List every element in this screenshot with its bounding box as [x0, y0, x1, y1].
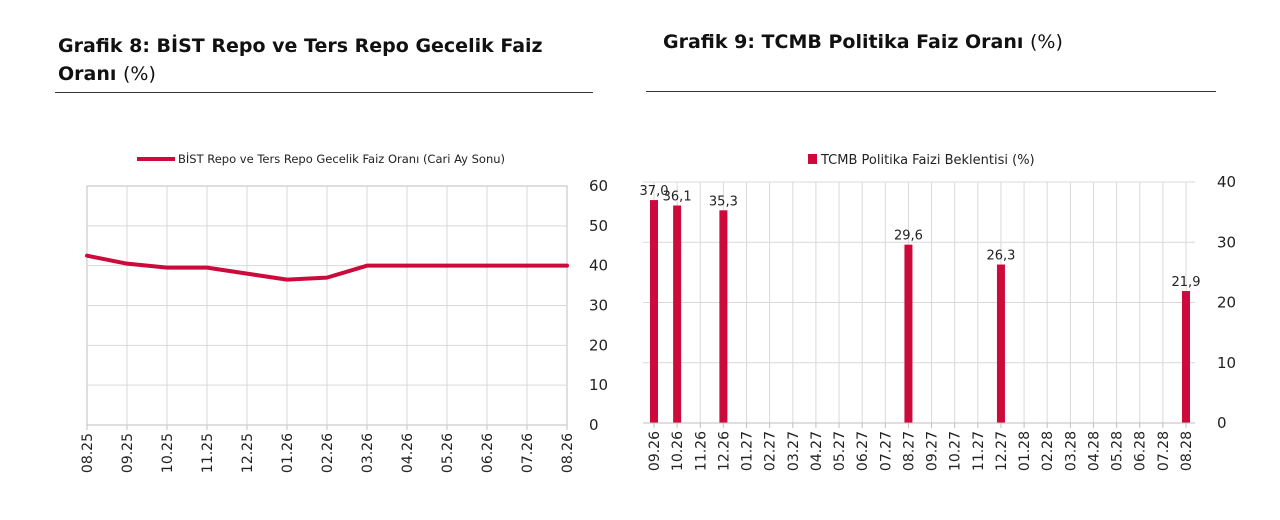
bar: [1182, 291, 1190, 423]
bar: [904, 244, 913, 423]
x-tick-label: 02.27: [763, 431, 779, 471]
x-tick-label: 08.26: [560, 433, 576, 473]
x-tick-label: 04.28: [1086, 431, 1102, 471]
x-tick-label: 10.25: [160, 433, 176, 473]
x-tick-label: 04.26: [400, 433, 416, 473]
y-tick-label: 0: [589, 416, 599, 434]
x-tick-label: 08.27: [901, 431, 917, 471]
bar: [650, 200, 658, 423]
x-tick-label: 06.26: [480, 433, 496, 473]
x-tick-label: 02.28: [1040, 431, 1056, 471]
x-tick-label: 12.27: [994, 431, 1010, 471]
x-tick-label: 04.27: [809, 431, 825, 471]
y-tick-label: 10: [589, 376, 608, 394]
chart-9-title-rule: [646, 91, 1216, 92]
chart-panel-8: Grafik 8: BİST Repo ve Ters Repo Gecelik…: [55, 32, 608, 473]
x-tick-label: 11.26: [693, 431, 709, 471]
chart-8-title: Grafik 8: BİST Repo ve Ters Repo Gecelik…: [58, 32, 598, 88]
x-tick-label: 02.26: [320, 433, 336, 473]
y-tick-label: 0: [1217, 414, 1227, 432]
data-label: 37,0: [640, 184, 668, 199]
chart-9-title: Grafik 9: TCMB Politika Faiz Oranı (%): [663, 28, 1223, 56]
x-tick-label: 10.27: [948, 431, 964, 471]
x-tick-label: 12.25: [240, 433, 256, 473]
bar: [673, 205, 682, 423]
x-tick-label: 06.27: [855, 431, 871, 471]
x-tick-label: 01.28: [1017, 431, 1033, 471]
x-tick-label: 08.25: [80, 433, 96, 473]
x-tick-label: 03.28: [1063, 431, 1079, 471]
y-tick-label: 50: [589, 217, 608, 235]
x-tick-label: 09.27: [925, 431, 941, 471]
x-tick-label: 11.27: [971, 431, 987, 471]
x-tick-label: 01.26: [280, 433, 296, 473]
y-tick-label: 30: [1217, 233, 1236, 251]
legend-swatch: [808, 154, 817, 164]
x-tick-label: 05.28: [1110, 431, 1126, 471]
data-label: 35,3: [709, 194, 738, 209]
data-label: 36,1: [663, 189, 692, 204]
x-tick-label: 10.26: [670, 431, 686, 471]
y-tick-label: 60: [589, 177, 608, 195]
x-tick-label: 07.26: [520, 433, 536, 473]
x-tick-label: 05.27: [832, 431, 848, 471]
x-tick-label: 07.27: [878, 431, 894, 471]
y-tick-label: 40: [1217, 173, 1236, 191]
x-tick-label: 01.27: [740, 431, 756, 471]
x-tick-label: 07.28: [1156, 431, 1172, 471]
chart-9-plot: 0 10 20 30 40 09.26 10.26 11.26 12.26 01.27 02.27 0…: [640, 153, 1236, 471]
x-tick-label: 03.27: [786, 431, 802, 471]
series-line: [85, 253, 569, 282]
y-tick-label: 40: [589, 257, 608, 275]
data-label: 29,6: [894, 229, 923, 244]
chart-8-title-unit: (%): [123, 63, 156, 85]
x-tick-label: 09.25: [120, 433, 136, 473]
x-tick-label: 09.26: [647, 431, 663, 471]
chart-8-plot: 0 10 20 30 40 50 60 08.25 09.25 10.25 11.25 12.25 01…: [80, 151, 608, 473]
x-tick-label: 05.26: [440, 433, 456, 473]
y-tick-label: 20: [589, 336, 608, 354]
x-tick-label: 06.28: [1133, 431, 1149, 471]
bar: [996, 264, 1005, 423]
chart-8-title-rule: [55, 92, 593, 93]
bar: [719, 210, 728, 423]
x-tick-label: 03.26: [360, 433, 376, 473]
chart-panel-9: Grafik 9: TCMB Politika Faiz Oranı (%) 0…: [640, 0, 1280, 520]
chart-8-title-text: Grafik 8: BİST Repo ve Ters Repo Gecelik…: [58, 35, 543, 85]
y-tick-label: 30: [589, 297, 608, 315]
legend-label: BİST Repo ve Ters Repo Gecelik Faiz Oran…: [178, 151, 505, 166]
legend-label: TCMB Politika Faizi Beklentisi (%): [820, 153, 1035, 168]
chart-9-title-unit: (%): [1030, 31, 1063, 53]
data-label: 26,3: [986, 249, 1015, 264]
y-tick-label: 20: [1217, 294, 1236, 312]
x-tick-label: 08.28: [1179, 431, 1195, 471]
y-tick-label: 10: [1217, 354, 1236, 372]
chart-9-title-text: Grafik 9: TCMB Politika Faiz Oranı: [663, 31, 1024, 53]
x-tick-label: 11.25: [200, 433, 216, 473]
data-label: 21,9: [1172, 275, 1201, 290]
x-tick-label: 12.26: [716, 431, 732, 471]
